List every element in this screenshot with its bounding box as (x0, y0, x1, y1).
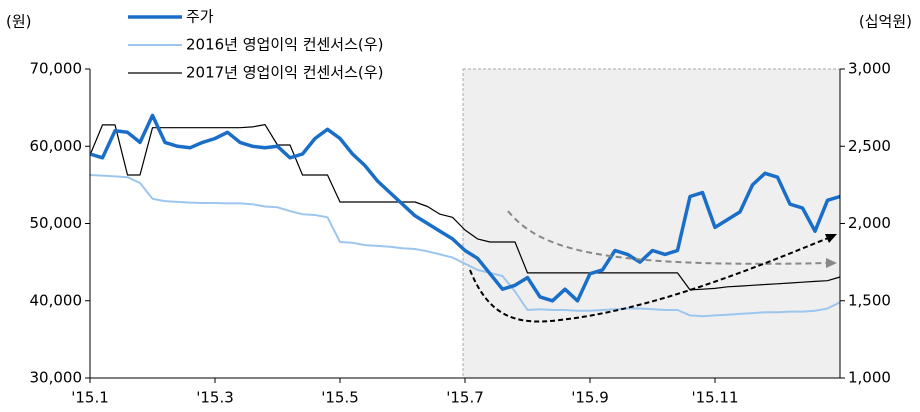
series-line (89, 174, 841, 318)
x-tick-label: '15.7 (446, 389, 484, 407)
arrow-head (825, 234, 837, 243)
y2-tick-label: 1,000 (848, 369, 891, 387)
legend-label: 2016년 영업이익 컨센서스(우) (186, 36, 383, 54)
y2-tick-label: 2,500 (848, 137, 891, 155)
x-tick-label: '15.5 (321, 389, 359, 407)
series-line (89, 113, 841, 303)
trend-arrow (469, 237, 829, 323)
y-tick-label: 60,000 (30, 137, 83, 155)
y-unit: (원) (6, 13, 32, 31)
arrow-head (826, 258, 837, 268)
x-tick-label: '15.1 (71, 389, 109, 407)
legend-label: 주가 (186, 8, 214, 26)
y-tick-label: 30,000 (30, 369, 83, 387)
y-tick-label: 70,000 (30, 60, 83, 78)
legend-label: 2017년 영업이익 컨센서스(우) (186, 64, 383, 82)
y-tick-label: 50,000 (30, 214, 83, 232)
y2-tick-label: 1,500 (848, 291, 891, 309)
series-line (89, 124, 841, 291)
y2-tick-label: 2,000 (848, 214, 891, 232)
y2-tick-label: 3,000 (848, 60, 891, 78)
y-tick-label: 40,000 (30, 291, 83, 309)
x-tick-label: '15.11 (691, 389, 738, 407)
x-tick-label: '15.9 (571, 389, 609, 407)
y2-unit: (십억원) (859, 13, 912, 31)
trend-arrow (507, 210, 831, 265)
highlight-region (462, 68, 841, 379)
x-tick-label: '15.3 (196, 389, 234, 407)
